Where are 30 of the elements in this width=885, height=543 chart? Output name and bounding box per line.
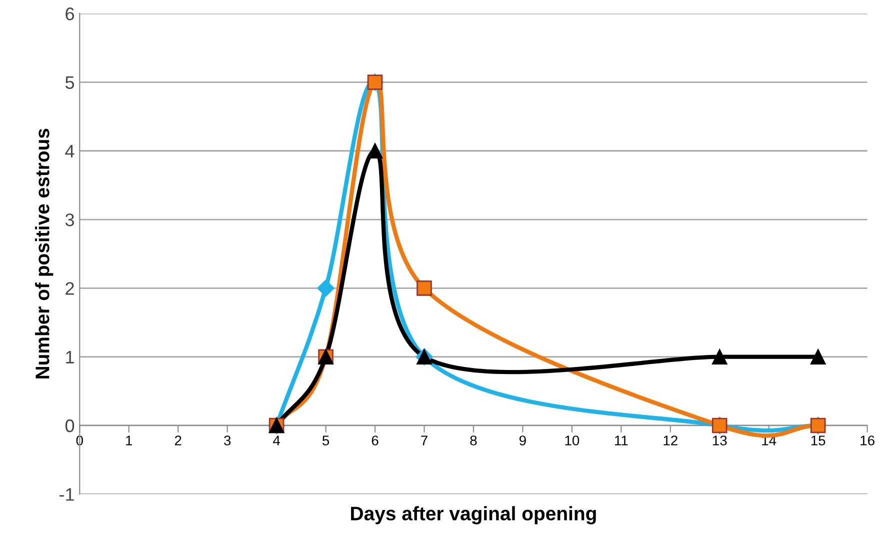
point <box>712 349 728 364</box>
x-tick-label: 7 <box>421 436 428 446</box>
point <box>416 280 432 296</box>
x-tick-label: 9 <box>519 436 526 446</box>
y-tick-label: 4 <box>65 144 74 158</box>
x-tick-label: 6 <box>372 436 378 446</box>
point <box>810 349 826 364</box>
y-tick-label: 5 <box>65 76 74 89</box>
y-tick-label: 1 <box>66 350 74 364</box>
x-tick-label: 16 <box>860 436 874 446</box>
x-tick-label: 15 <box>811 436 826 446</box>
x-axis-title: Days after vaginal opening <box>351 506 596 524</box>
x-tick-label: 3 <box>224 436 231 446</box>
y-tick-label: 2 <box>66 282 74 295</box>
x-tick-label: 10 <box>565 436 580 446</box>
x-tick-label: 8 <box>470 436 477 446</box>
x-tick-label: 11 <box>615 436 628 446</box>
x-tick-label: 1 <box>126 436 132 446</box>
y-tick-label: -1 <box>60 488 74 501</box>
y-axis-title: Number of positive estrous <box>35 128 54 378</box>
x-tick-label: 2 <box>174 436 182 446</box>
y-tick-label: 3 <box>65 213 74 226</box>
x-tick-label: 4 <box>273 436 280 446</box>
x-tick-label: 12 <box>664 436 678 446</box>
x-tick-label: 13 <box>712 436 727 446</box>
point <box>317 280 334 297</box>
y-tick-label: 0 <box>65 419 74 432</box>
x-tick-label: 0 <box>76 436 83 446</box>
y-tick-label: 6 <box>66 8 74 20</box>
x-tick-label: 5 <box>322 436 330 446</box>
